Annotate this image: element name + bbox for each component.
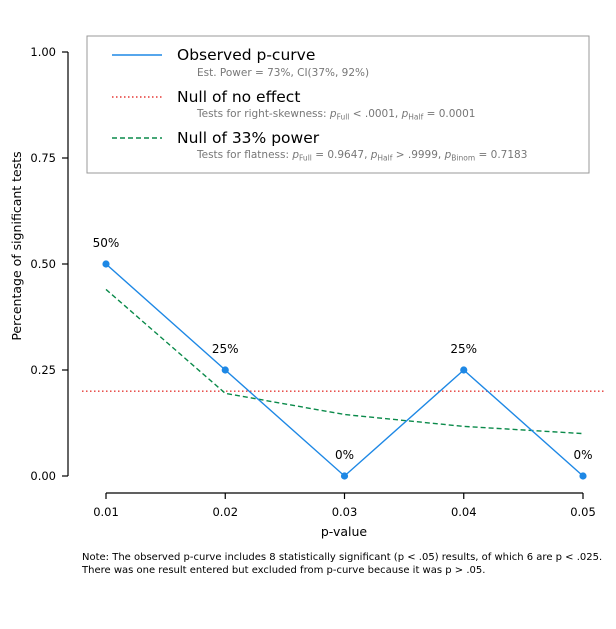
observed-point xyxy=(340,472,349,480)
legend-box xyxy=(86,35,590,174)
point-label: 0% xyxy=(573,448,592,462)
observed-p-curve-line xyxy=(105,263,584,477)
legend: Observed p-curve Null of no effect Null of… xyxy=(86,35,590,174)
observed-point xyxy=(460,366,468,374)
legend-null-33-power-label: Null of 33% power xyxy=(177,129,320,147)
observed-point xyxy=(221,366,229,374)
y-tick-label: 0.50 xyxy=(30,257,56,271)
null-33-power-line xyxy=(105,288,584,435)
legend-null-no-effect-subtitle: Tests for right-skewness: pFull < .0001,… xyxy=(196,108,475,122)
footnote: Note: The observed p-curve includes 8 st… xyxy=(82,552,612,577)
point-labels: 50% 25% 0% 25% 0% xyxy=(93,236,593,462)
axes: 0.00 0.25 0.50 0.75 1.00 0.01 0.02 0.03 0.04 0.05… xyxy=(9,45,596,539)
legend-observed-label: Observed p-curve xyxy=(177,46,315,64)
observed-point xyxy=(102,260,110,268)
x-tick-label: 0.04 xyxy=(451,505,477,519)
point-label: 25% xyxy=(212,342,239,356)
point-label: 0% xyxy=(335,448,354,462)
observed-point xyxy=(579,472,587,480)
legend-observed-subtitle: Est. Power = 73%, CI(37%, 92%) xyxy=(197,67,369,79)
x-tick-label: 0.01 xyxy=(93,505,119,519)
y-tick-label: 0.25 xyxy=(30,363,56,377)
y-axis-label: Percentage of significant tests xyxy=(9,151,24,340)
x-axis-label: p-value xyxy=(321,524,368,539)
legend-null-no-effect-label: Null of no effect xyxy=(177,88,300,106)
point-label: 25% xyxy=(450,342,477,356)
point-label: 50% xyxy=(93,236,120,250)
legend-null-33-power-subtitle: Tests for flatness: pFull = 0.9647, pHal… xyxy=(196,149,527,163)
x-tick-label: 0.05 xyxy=(570,505,596,519)
y-tick-label: 0.00 xyxy=(30,469,56,483)
y-tick-label: 1.00 xyxy=(30,45,56,59)
footnote-line-1: Note: The observed p-curve includes 8 st… xyxy=(82,552,603,563)
x-tick-label: 0.02 xyxy=(212,505,238,519)
footnote-line-2: There was one result entered but exclude… xyxy=(82,564,486,576)
y-tick-label: 0.75 xyxy=(30,151,56,165)
series-layer xyxy=(82,260,605,480)
x-tick-label: 0.03 xyxy=(332,505,358,519)
